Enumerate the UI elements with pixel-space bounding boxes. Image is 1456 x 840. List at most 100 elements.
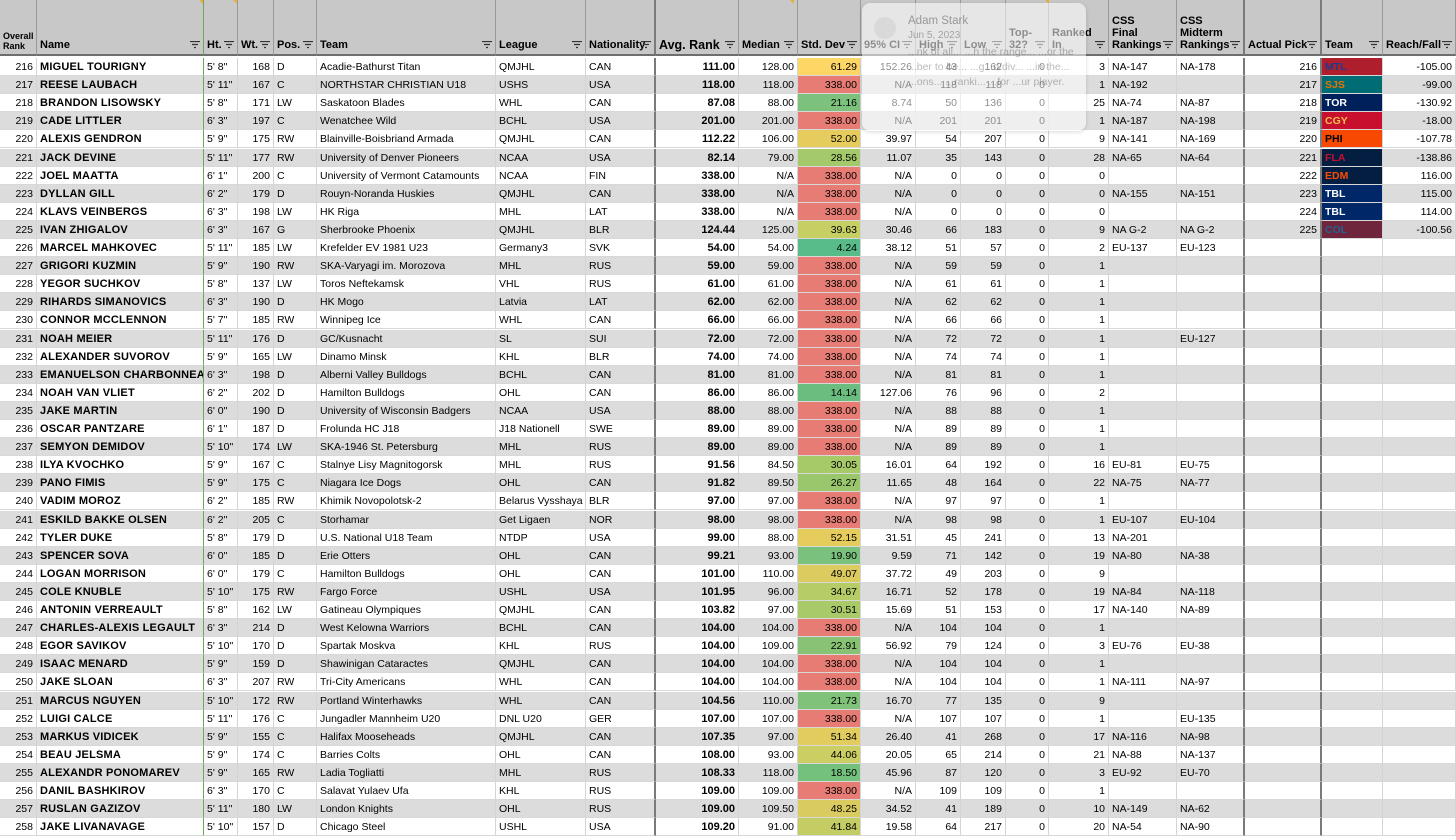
cell-css-final[interactable] xyxy=(1109,420,1177,439)
cell-actual-pick[interactable] xyxy=(1245,763,1322,782)
cell-nationality[interactable]: CAN xyxy=(586,601,656,620)
cell-nhl-team[interactable]: SJS xyxy=(1322,76,1383,95)
filter-icon[interactable] xyxy=(1095,40,1105,49)
cell-css-midterm[interactable]: NA-64 xyxy=(1177,148,1245,167)
table-row[interactable]: 242 TYLER DUKE 5' 8" 179 D U.S. National U18 … xyxy=(0,528,1456,547)
cell-reach-fall[interactable] xyxy=(1383,528,1456,547)
cell-weight[interactable]: 207 xyxy=(238,673,274,692)
cell-weight[interactable]: 170 xyxy=(238,637,274,656)
table-row[interactable]: 227 GRIGORI KUZMIN 5' 9" 190 RW SKA-Varyagi i… xyxy=(0,257,1456,276)
cell-reach-fall[interactable]: 115.00 xyxy=(1383,184,1456,203)
cell-avg-rank[interactable]: 104.56 xyxy=(656,691,739,710)
cell-ranked-in[interactable]: 9 xyxy=(1049,564,1109,583)
cell-nationality[interactable]: CAN xyxy=(586,745,656,764)
cell-css-final[interactable]: NA-155 xyxy=(1109,184,1177,203)
cell-avg-rank[interactable]: 118.00 xyxy=(656,76,739,95)
cell-league[interactable]: MHL xyxy=(496,456,586,475)
cell-low[interactable]: 61 xyxy=(961,275,1006,294)
cell-confidence-interval[interactable]: N/A xyxy=(861,166,916,185)
cell-reach-fall[interactable] xyxy=(1383,365,1456,384)
cell-name[interactable]: BEAU JELSMA xyxy=(37,745,204,764)
table-row[interactable]: 244 LOGAN MORRISON 6' 0" 179 C Hamilton Bulld… xyxy=(0,564,1456,583)
cell-league[interactable]: OHL xyxy=(496,546,586,565)
header-name[interactable]: Name xyxy=(37,0,204,56)
cell-css-midterm[interactable]: EU-104 xyxy=(1177,510,1245,529)
cell-top32[interactable]: 0 xyxy=(1006,329,1049,348)
table-row[interactable]: 231 NOAH MEIER 5' 11" 176 D GC/Kusnacht SL SUI 7… xyxy=(0,329,1456,348)
filter-icon[interactable] xyxy=(190,40,200,49)
cell-css-midterm[interactable] xyxy=(1177,365,1245,384)
cell-median[interactable]: 104.00 xyxy=(739,655,798,674)
cell-css-final[interactable] xyxy=(1109,166,1177,185)
cell-css-final[interactable] xyxy=(1109,564,1177,583)
cell-team[interactable]: Halifax Mooseheads xyxy=(317,727,496,746)
cell-actual-pick[interactable] xyxy=(1245,456,1322,475)
cell-reach-fall[interactable] xyxy=(1383,257,1456,276)
cell-css-midterm[interactable] xyxy=(1177,275,1245,294)
cell-nhl-team[interactable]: TBL xyxy=(1322,184,1383,203)
cell-league[interactable]: SL xyxy=(496,329,586,348)
cell-weight[interactable]: 198 xyxy=(238,365,274,384)
cell-ranked-in[interactable]: 21 xyxy=(1049,745,1109,764)
cell-name[interactable]: ALEXANDR PONOMAREV xyxy=(37,763,204,782)
cell-top32[interactable]: 0 xyxy=(1006,148,1049,167)
cell-weight[interactable]: 200 xyxy=(238,166,274,185)
filter-icon[interactable] xyxy=(1442,40,1452,49)
cell-nhl-team[interactable] xyxy=(1322,401,1383,420)
cell-top32[interactable]: 0 xyxy=(1006,311,1049,330)
cell-nationality[interactable]: CAN xyxy=(586,691,656,710)
cell-avg-rank[interactable]: 104.00 xyxy=(656,619,739,638)
cell-position[interactable]: D xyxy=(274,420,317,439)
cell-median[interactable]: 110.00 xyxy=(739,564,798,583)
cell-reach-fall[interactable]: -99.00 xyxy=(1383,76,1456,95)
cell-team[interactable]: Sherbrooke Phoenix xyxy=(317,220,496,239)
cell-std-dev[interactable]: 338.00 xyxy=(798,365,861,384)
cell-height[interactable]: 5' 9" xyxy=(204,257,238,276)
cell-confidence-interval[interactable]: N/A xyxy=(861,655,916,674)
cell-css-final[interactable]: NA-149 xyxy=(1109,800,1177,819)
cell-avg-rank[interactable]: 81.00 xyxy=(656,365,739,384)
cell-top32[interactable]: 0 xyxy=(1006,456,1049,475)
table-row[interactable]: 253 MARKUS VIDICEK 5' 9" 155 C Halifax Mooseh… xyxy=(0,727,1456,746)
cell-css-midterm[interactable]: NA-97 xyxy=(1177,673,1245,692)
cell-league[interactable]: MHL xyxy=(496,438,586,457)
cell-median[interactable]: 88.00 xyxy=(739,401,798,420)
cell-low[interactable]: 89 xyxy=(961,438,1006,457)
cell-actual-pick[interactable] xyxy=(1245,401,1322,420)
cell-nationality[interactable]: RUS xyxy=(586,800,656,819)
filter-icon[interactable] xyxy=(1307,40,1317,49)
cell-std-dev[interactable]: 338.00 xyxy=(798,420,861,439)
cell-nhl-team[interactable] xyxy=(1322,763,1383,782)
cell-actual-pick[interactable] xyxy=(1245,800,1322,819)
cell-top32[interactable]: 0 xyxy=(1006,239,1049,258)
cell-weight[interactable]: 168 xyxy=(238,58,274,77)
header-css-final[interactable]: CSS Final Rankings xyxy=(1109,0,1177,56)
cell-avg-rank[interactable]: 99.00 xyxy=(656,528,739,547)
cell-position[interactable]: C xyxy=(274,782,317,801)
cell-high[interactable]: 59 xyxy=(916,257,961,276)
cell-actual-pick[interactable] xyxy=(1245,438,1322,457)
cell-height[interactable]: 5' 8" xyxy=(204,275,238,294)
cell-weight[interactable]: 176 xyxy=(238,709,274,728)
cell-std-dev[interactable]: 338.00 xyxy=(798,709,861,728)
cell-ranked-in[interactable]: 1 xyxy=(1049,782,1109,801)
cell-ranked-in[interactable]: 13 xyxy=(1049,528,1109,547)
cell-name[interactable]: MARCUS NGUYEN xyxy=(37,691,204,710)
cell-median[interactable]: 125.00 xyxy=(739,220,798,239)
cell-confidence-interval[interactable]: N/A xyxy=(861,619,916,638)
cell-css-final[interactable]: EU-81 xyxy=(1109,456,1177,475)
cell-median[interactable]: 89.00 xyxy=(739,420,798,439)
cell-nhl-team[interactable] xyxy=(1322,474,1383,493)
cell-median[interactable]: 72.00 xyxy=(739,329,798,348)
cell-css-final[interactable]: NA G-2 xyxy=(1109,220,1177,239)
cell-name[interactable]: IVAN ZHIGALOV xyxy=(37,220,204,239)
table-row[interactable]: 229 RIHARDS SIMANOVICS 6' 3" 190 D HK Mogo Lat… xyxy=(0,293,1456,312)
cell-median[interactable]: 110.00 xyxy=(739,691,798,710)
cell-height[interactable]: 6' 1" xyxy=(204,166,238,185)
cell-low[interactable]: 89 xyxy=(961,420,1006,439)
cell-league[interactable]: Belarus Vysshaya xyxy=(496,492,586,511)
cell-nationality[interactable]: GER xyxy=(586,709,656,728)
cell-top32[interactable]: 0 xyxy=(1006,673,1049,692)
cell-nhl-team[interactable] xyxy=(1322,438,1383,457)
cell-name[interactable]: YEGOR SUCHKOV xyxy=(37,275,204,294)
